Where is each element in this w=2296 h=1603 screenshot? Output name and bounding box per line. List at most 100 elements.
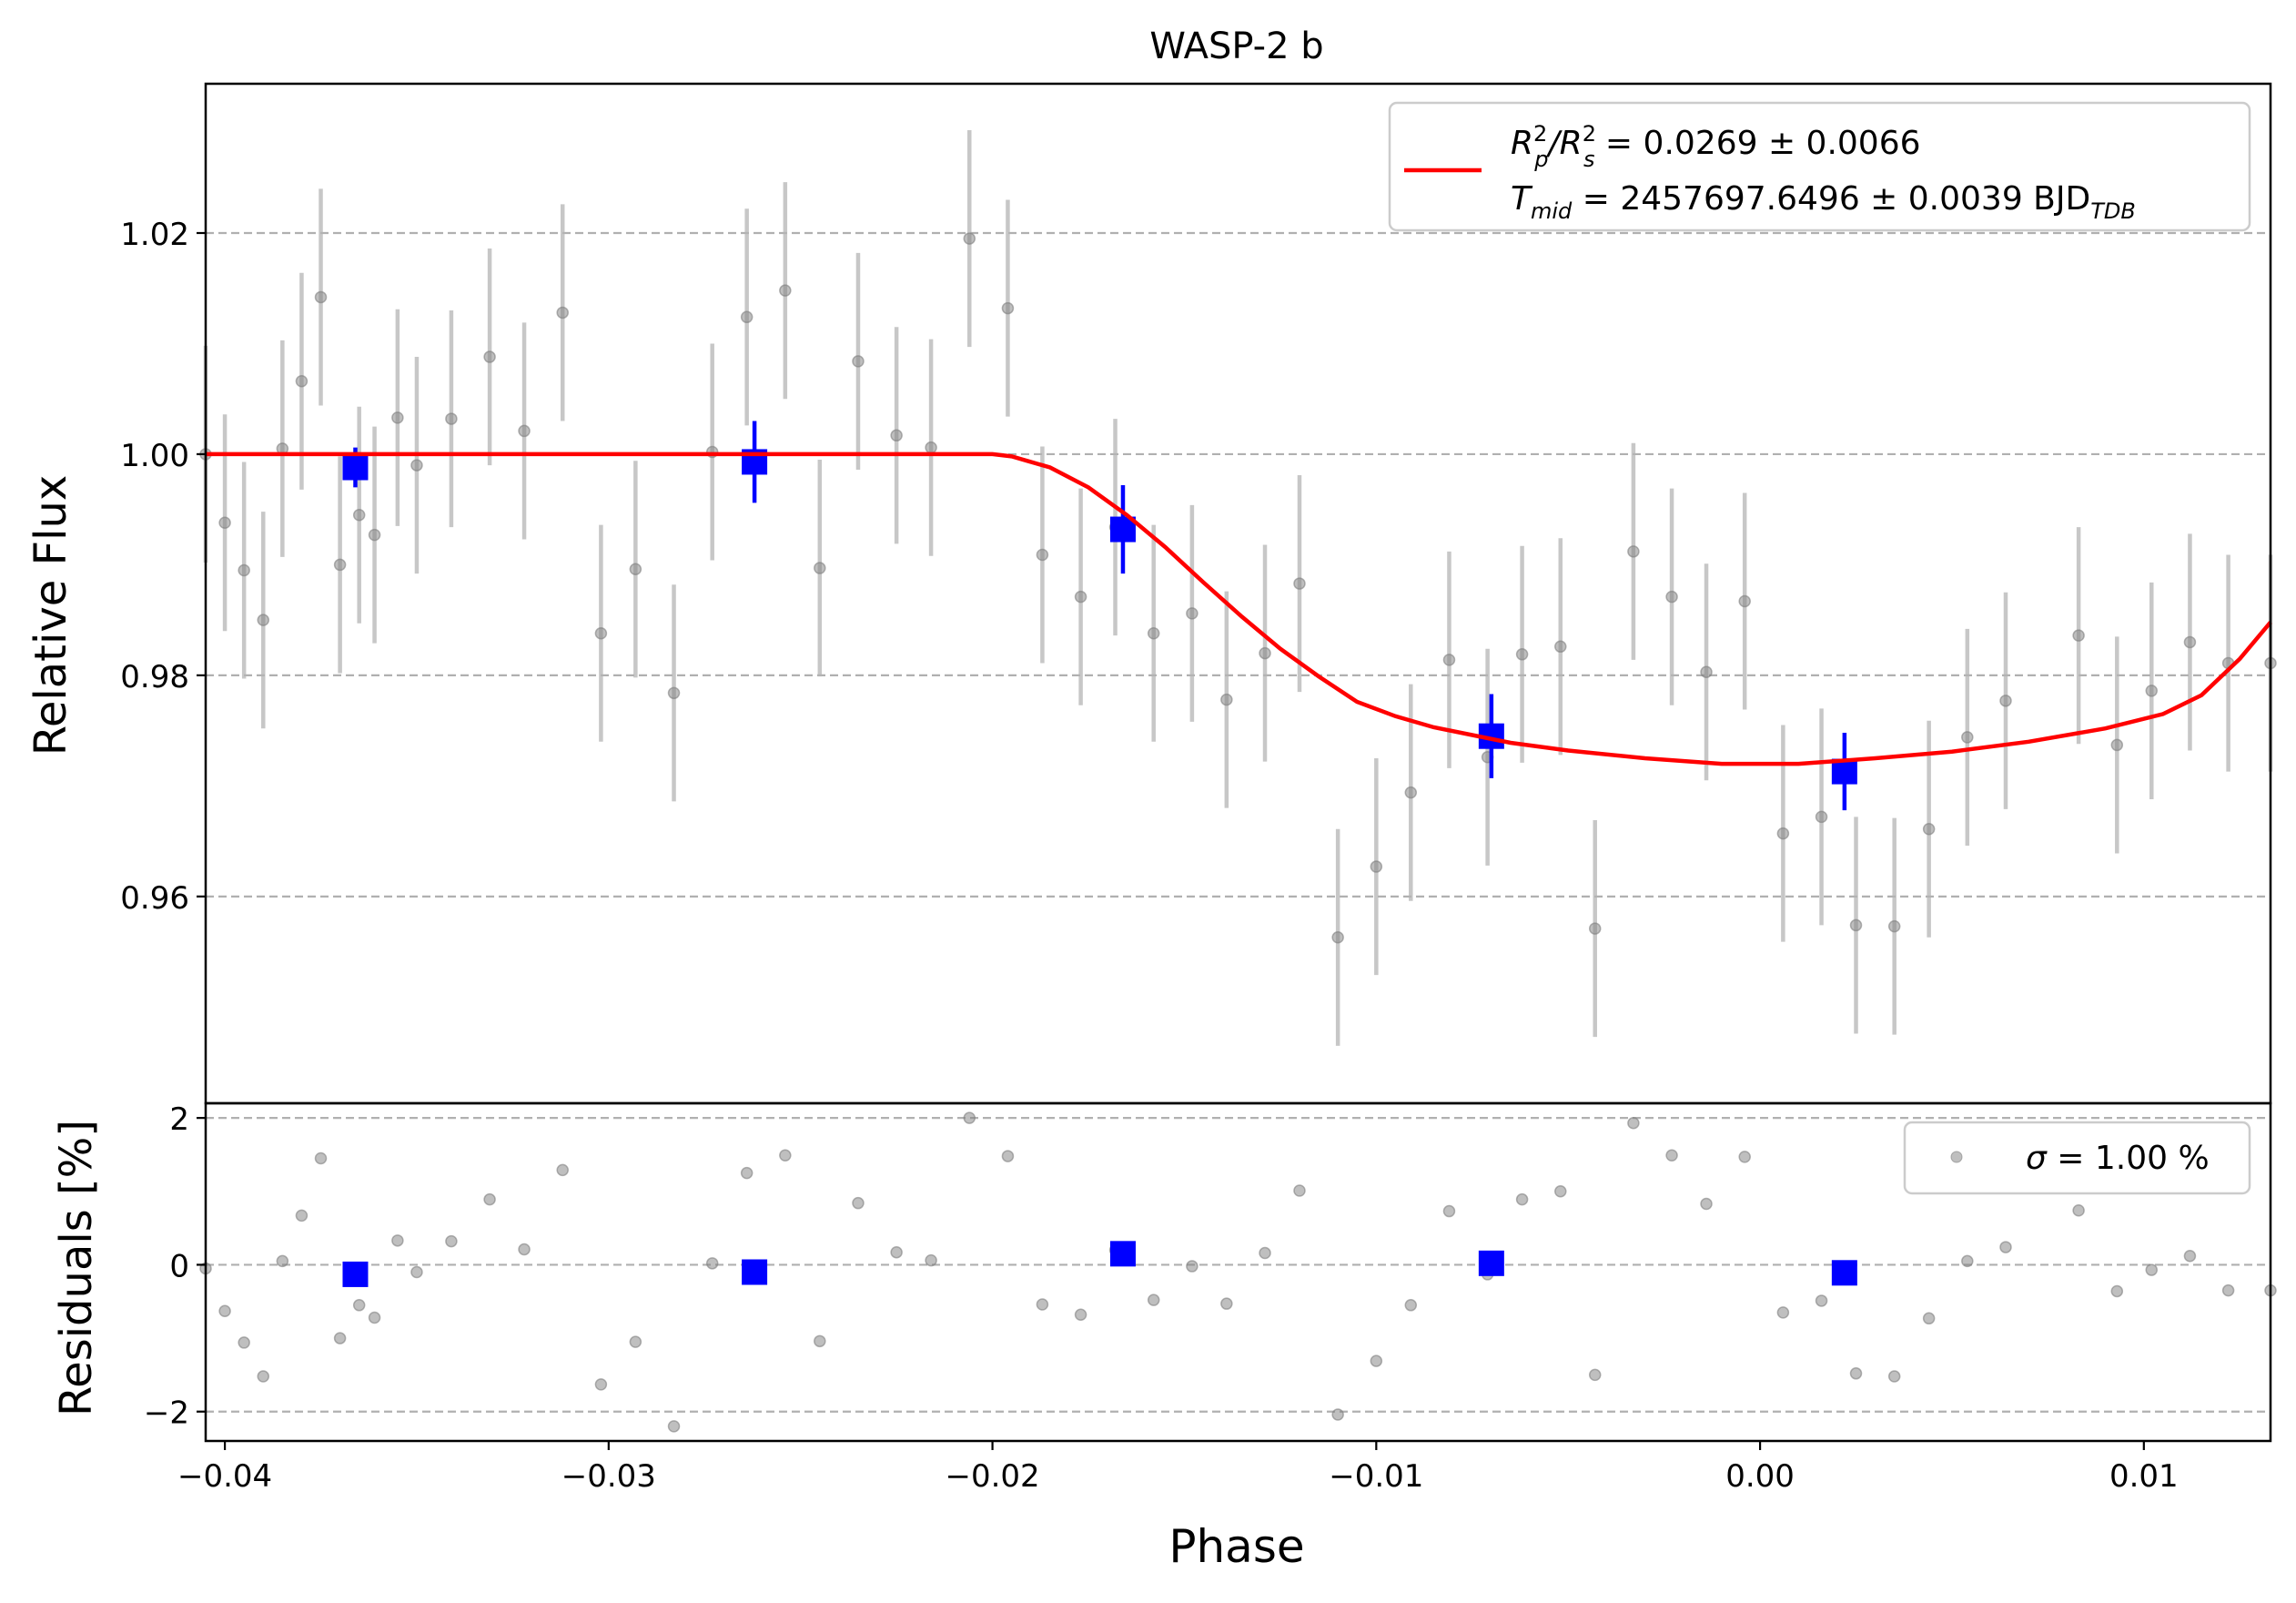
residual-point (1700, 1197, 1713, 1211)
residual-point (2110, 1284, 2124, 1298)
residual-point (1776, 1306, 1790, 1319)
residual-point (1554, 1185, 1567, 1198)
bottom-legend-box (1903, 1121, 2251, 1195)
residual-point (1220, 1297, 1233, 1310)
chart-title: WASP-2 b (1149, 25, 1323, 67)
data-point (1331, 931, 1344, 944)
residual-point (1665, 1149, 1678, 1162)
data-point (814, 562, 826, 574)
data-point (1999, 695, 2012, 707)
data-point (1665, 590, 1678, 604)
data-point (1738, 594, 1751, 608)
top-y-tick-label: 1.00 (120, 438, 189, 474)
residual-point (2072, 1204, 2085, 1217)
x-tick-label: −0.02 (945, 1458, 1039, 1495)
data-point (410, 459, 423, 472)
residual-point (890, 1245, 903, 1259)
data-point (1442, 654, 1456, 666)
residual-point (276, 1254, 289, 1268)
residual-point (594, 1378, 608, 1391)
residual-binned-points (342, 1241, 1857, 1287)
residual-binned-point (342, 1261, 369, 1287)
data-point (1147, 626, 1160, 640)
residual-point (257, 1370, 270, 1383)
legend-depth-entry: R2 p/R2 s = 0.0269 ± 0.0066 (1511, 121, 1921, 172)
top-y-tick-label: 0.96 (120, 880, 189, 917)
residual-point (391, 1234, 404, 1247)
residual-point (1074, 1308, 1087, 1322)
legend-depth-symbol-rs: /R (1546, 125, 1583, 162)
residual-point (1370, 1354, 1383, 1367)
x-ticks: −0.04 −0.03 −0.02 −0.01 0.00 0.01 (177, 1441, 2179, 1495)
bottom-y-tick-label: −2 (144, 1395, 189, 1432)
residual-point (1961, 1254, 1974, 1268)
data-point (1186, 607, 1199, 620)
residual-point (779, 1149, 792, 1162)
residual-binned-point (742, 1259, 768, 1285)
data-point (1700, 665, 1713, 678)
data-point (238, 563, 250, 577)
data-point (594, 626, 608, 640)
data-point (1074, 590, 1087, 604)
legend-tmid-symbol: T (1511, 180, 1533, 218)
residual-point (1331, 1408, 1344, 1421)
data-point (1370, 860, 1383, 873)
legend-depth-symbol-rp: R (1511, 125, 1533, 162)
residual-point (667, 1420, 681, 1433)
bottom-y-tick-label: 0 (169, 1248, 189, 1284)
residual-binned-point (1109, 1241, 1136, 1267)
residual-point (925, 1253, 937, 1267)
data-point (779, 284, 792, 297)
legend-tmid-value: = 2457697.6496 ± 0.0039 BJD (1572, 180, 2090, 218)
residual-point (333, 1332, 347, 1344)
legend-tmid-entry: Tmid = 2457697.6496 ± 0.0039 BJDTDB (1511, 180, 2136, 224)
data-point (295, 375, 308, 388)
data-point (1220, 693, 1233, 706)
legend-sigma-symbol: σ (2026, 1140, 2048, 1177)
data-point (2183, 635, 2197, 649)
legend-depth-sub-b: s (1583, 147, 1595, 172)
residual-point (1588, 1368, 1602, 1382)
residuals-panel: −2 0 2 −0.04 −0.03 −0.02 −0.01 0.00 0.01 Residu… (51, 1101, 2277, 1573)
bottom-axes-frame (204, 1101, 2272, 1443)
top-y-tick-label: 0.98 (120, 659, 189, 695)
bottom-legend: σ = 1.00 % (1903, 1121, 2251, 1195)
data-point (1554, 640, 1567, 654)
data-point (333, 558, 347, 572)
transit-model-line (206, 451, 2272, 766)
residual-point (1887, 1370, 1901, 1383)
data-point (1259, 646, 1271, 660)
bottom-y-tick-label: 2 (169, 1101, 189, 1138)
residual-binned-point (1831, 1260, 1857, 1286)
residual-point (1738, 1151, 1751, 1163)
bottom-legend-marker (1950, 1151, 1963, 1163)
data-point (1627, 545, 1640, 558)
data-point (1887, 919, 1901, 933)
residual-point (295, 1209, 308, 1223)
data-point (1404, 786, 1418, 799)
data-point (890, 429, 903, 442)
light-curve-panel: 0.960.981.001.02 Relative Flux R2 p/R2 s =… (25, 82, 2277, 1105)
residual-point (1259, 1246, 1271, 1260)
legend-depth-sub-a: p (1533, 147, 1548, 172)
residual-point (1147, 1294, 1160, 1306)
data-point (1588, 922, 1602, 935)
bottom-grid (206, 1117, 2271, 1413)
data-point (925, 441, 937, 454)
data-point (1515, 648, 1529, 661)
residual-point (740, 1166, 754, 1180)
data-point (483, 350, 496, 363)
data-point (314, 290, 328, 304)
data-point (218, 516, 231, 530)
x-tick-label: 0.01 (2109, 1458, 2179, 1495)
data-point (368, 528, 381, 542)
data-point (1293, 577, 1306, 590)
data-point (1036, 548, 1049, 562)
residual-point (1442, 1204, 1456, 1218)
x-tick-label: −0.03 (561, 1458, 656, 1495)
residual-point (1515, 1192, 1529, 1206)
residual-point (1922, 1312, 1936, 1325)
legend-tmid-unit-sub: TDB (2090, 198, 2136, 224)
